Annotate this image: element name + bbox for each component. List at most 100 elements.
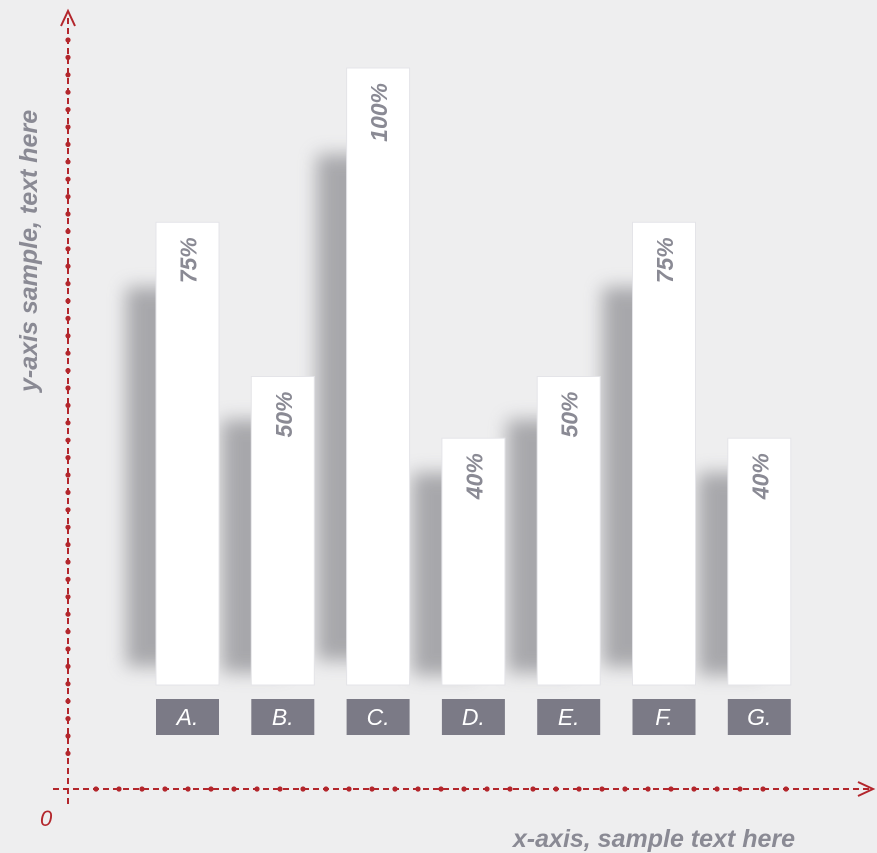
y-axis-dot (65, 228, 71, 234)
y-axis-title: y-axis sample, text here (15, 110, 43, 394)
x-axis-dot (576, 786, 582, 792)
x-axis-dot (530, 786, 536, 792)
category-label: C. (367, 704, 390, 730)
y-axis-dot (65, 420, 71, 426)
y-axis-dot (65, 455, 71, 461)
y-axis-arrowhead (60, 8, 76, 27)
y-axis-dot (65, 472, 71, 478)
x-axis-dot (760, 786, 766, 792)
bar (536, 376, 601, 686)
y-axis-dot (65, 559, 71, 565)
category-label: B. (272, 704, 294, 730)
x-axis-dot (231, 786, 237, 792)
x-axis-dot (484, 786, 490, 792)
category-box (156, 699, 219, 735)
y-axis-dot (65, 281, 71, 287)
x-axis-dot (645, 786, 651, 792)
category-label: G. (747, 704, 771, 730)
bar (441, 437, 506, 686)
x-axis-dot (553, 786, 559, 792)
x-axis-dot (415, 786, 421, 792)
y-axis-dot (65, 246, 71, 252)
y-axis-dot (65, 72, 71, 78)
x-axis-dot (208, 786, 214, 792)
y-axis-dot (65, 159, 71, 165)
bar-value-label: 40% (747, 453, 773, 500)
category-box (632, 699, 696, 735)
y-axis-dot (65, 350, 71, 356)
bar (346, 67, 411, 686)
x-axis-dot (323, 786, 329, 792)
category-label: E. (558, 704, 580, 730)
x-axis-dot (783, 786, 789, 792)
bar-value-label: 100% (366, 83, 392, 142)
category-box (727, 699, 791, 735)
x-axis-dot (599, 786, 605, 792)
y-axis-dot (65, 646, 71, 652)
x-axis-dot (346, 786, 352, 792)
bar (250, 376, 315, 686)
y-axis-dot (65, 107, 71, 113)
y-axis-dot (65, 315, 71, 321)
x-axis-dot (714, 786, 720, 792)
y-axis-dot (65, 37, 71, 43)
x-axis-dot (185, 786, 191, 792)
y-axis-dot (65, 141, 71, 147)
y-axis-dot (65, 698, 71, 704)
bar (155, 221, 220, 686)
y-axis-dot (65, 489, 71, 495)
x-axis-dot (438, 786, 444, 792)
y-axis-dot (65, 750, 71, 757)
bar (727, 437, 792, 686)
y-axis-dot (65, 385, 71, 391)
bar-value-label: 50% (557, 392, 583, 438)
axes (53, 8, 876, 804)
bar-value-label: 50% (271, 392, 297, 438)
category-box (251, 699, 315, 735)
bar-value-label: 40% (461, 453, 487, 500)
y-axis-dot (65, 54, 71, 61)
x-axis-dot (139, 786, 145, 792)
y-axis-dot (65, 611, 71, 617)
x-axis-dot (116, 786, 122, 792)
x-axis-dot (162, 786, 168, 792)
y-axis-dot (65, 368, 71, 374)
y-axis-dot (65, 176, 71, 182)
y-axis-dot (65, 89, 71, 95)
category-box (346, 699, 410, 735)
value-labels: 75% 50% 100% 40% 50% 75% 40% (176, 83, 774, 500)
x-axis-dot (691, 786, 697, 792)
category-label: F. (655, 704, 672, 730)
y-axis-dot (65, 733, 71, 739)
y-axis-dot (65, 333, 71, 339)
y-axis-dot (65, 402, 71, 408)
y-axis-dot (65, 437, 71, 443)
x-axis-title: x-axis, sample text here (511, 825, 795, 853)
category-labels: A. B. C. D. E. F. G. (156, 699, 791, 735)
bar-value-label: 75% (652, 237, 678, 283)
x-axis-dot (254, 786, 260, 792)
y-axis-dot (65, 663, 71, 670)
bar (632, 221, 696, 686)
y-axis-ticks (65, 37, 71, 757)
y-axis-dot (65, 524, 71, 530)
category-label: A. (175, 704, 199, 730)
y-axis-dot (65, 716, 71, 722)
bar-value-label: 75% (176, 237, 202, 283)
x-axis-dot (369, 786, 375, 792)
y-axis-dot (65, 629, 71, 635)
y-axis-dot (65, 681, 71, 687)
bars (155, 67, 792, 686)
x-axis-dot (93, 786, 99, 792)
y-axis-dot (65, 507, 71, 513)
category-box (537, 699, 601, 735)
x-axis-dot (277, 786, 283, 792)
y-axis-dot (65, 594, 71, 600)
category-box (441, 699, 505, 735)
x-axis-dot (300, 786, 306, 792)
y-axis-dot (65, 542, 71, 548)
y-axis-dot (65, 576, 71, 583)
x-axis-dot (392, 786, 398, 792)
